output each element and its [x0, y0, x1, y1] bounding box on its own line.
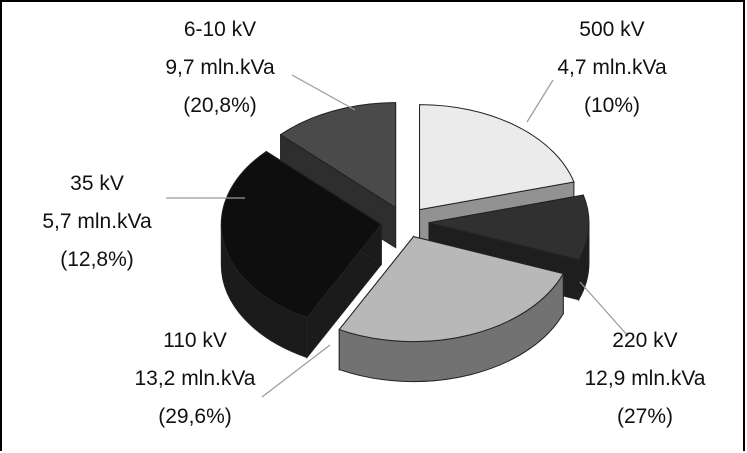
slice-voltage: 500 kV	[579, 18, 644, 41]
slice-top-4	[279, 102, 397, 209]
slice-capacity: 5,7 mln.kVa	[42, 210, 152, 233]
slice-capacity: 12,9 mln.kVa	[584, 367, 705, 390]
slice-label-4: 35 kV 5,7 mln.kVa (12,8%)	[42, 172, 152, 271]
slice-capacity: 9,7 mln.kVa	[165, 56, 275, 79]
slice-voltage: 220 kV	[612, 329, 677, 352]
slice-label-0: 6-10 kV 9,7 mln.kVa (20,8%)	[165, 18, 275, 117]
slice-top-2	[338, 236, 565, 343]
slice-share: (29,6%)	[158, 405, 232, 428]
leader-line-3	[261, 344, 331, 398]
slice-capacity: 13,2 mln.kVa	[134, 367, 255, 390]
slice-top-3	[220, 150, 383, 319]
slice-share: (27%)	[617, 405, 673, 428]
slice-top-1	[428, 194, 590, 261]
leader-line-2	[579, 281, 629, 337]
slice-share: (20,8%)	[183, 94, 257, 117]
slice-voltage: 110 kV	[163, 329, 227, 352]
slice-label-3: 110 kV 13,2 mln.kVa (29,6%)	[134, 329, 255, 428]
slice-voltage: 6-10 kV	[184, 18, 256, 41]
leader-line-1	[526, 79, 554, 123]
slice-share: (10%)	[584, 94, 640, 117]
slice-capacity: 4,7 mln.kVa	[557, 56, 667, 79]
slice-voltage: 35 kV	[70, 172, 124, 195]
slice-share: (12,8%)	[60, 248, 134, 271]
leader-line-0	[291, 74, 356, 111]
slice-top-0	[419, 104, 575, 211]
slice-label-2: 220 kV 12,9 mln.kVa (27%)	[584, 329, 705, 428]
slice-label-1: 500 kV 4,7 mln.kVa (10%)	[557, 18, 667, 117]
